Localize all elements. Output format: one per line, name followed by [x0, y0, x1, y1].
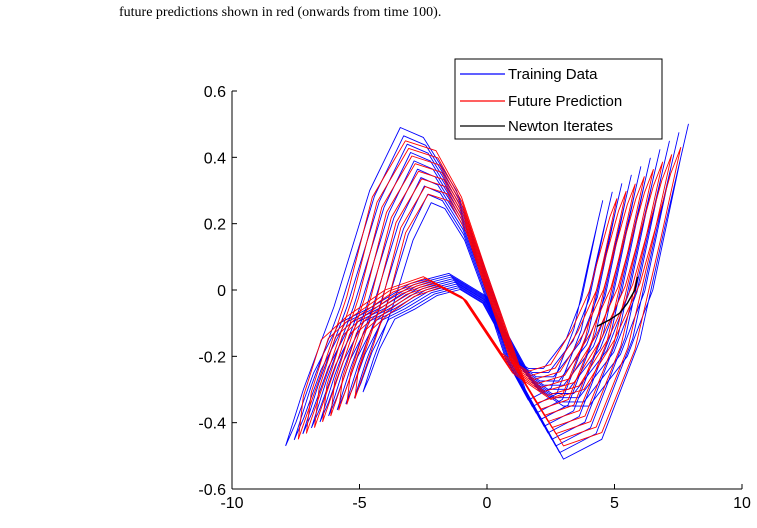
- series-future-prediction-orbit: [346, 186, 627, 410]
- series-training-data-orbit: [362, 200, 604, 401]
- y-tick-label: 0.2: [204, 217, 226, 234]
- legend: Training Data Future Prediction Newton I…: [454, 58, 663, 140]
- series-future-prediction-orbit: [330, 170, 645, 422]
- series-training-data-orbit: [302, 140, 670, 447]
- legend-label-newton: Newton Iterates: [508, 118, 613, 135]
- series-training-data: [285, 123, 689, 460]
- series-future-prediction-orbit: [322, 163, 654, 429]
- series-training-data-orbit: [293, 132, 680, 454]
- y-tick-label: -0.4: [198, 416, 226, 433]
- y-tick-label: 0.6: [204, 84, 226, 101]
- figure-caption: future predictions shown in red (onwards…: [119, 5, 442, 20]
- tick-layer: -10 -5 0 5 10 -0.6 -0.4 -0.2 0 0.2 0.4 0.6: [198, 84, 751, 512]
- x-tick-label: 10: [733, 495, 751, 512]
- series-future-prediction-orbit: [354, 193, 618, 404]
- x-tick-label: -10: [220, 495, 243, 512]
- trajectory-layer: [285, 123, 689, 460]
- x-tick-label: 5: [610, 495, 619, 512]
- series-future-prediction-orbit: [314, 155, 664, 435]
- series-future-prediction-orbit: [338, 178, 636, 416]
- series-future-prediction: [297, 140, 682, 447]
- y-tick-label: -0.6: [198, 482, 226, 499]
- y-tick-label: 0: [217, 283, 226, 300]
- legend-label-training: Training Data: [508, 66, 598, 83]
- legend-label-prediction: Future Prediction: [508, 93, 622, 110]
- series-training-data-orbit: [310, 149, 661, 440]
- y-tick-label: 0.4: [204, 150, 226, 167]
- y-tick-label: -0.2: [198, 349, 226, 366]
- series-newton-iterates: [596, 276, 639, 328]
- series-future-prediction-orbit: [305, 147, 673, 441]
- series-training-data-orbit: [353, 191, 613, 408]
- x-tick-label: 0: [483, 495, 492, 512]
- x-tick-label: -5: [352, 495, 366, 512]
